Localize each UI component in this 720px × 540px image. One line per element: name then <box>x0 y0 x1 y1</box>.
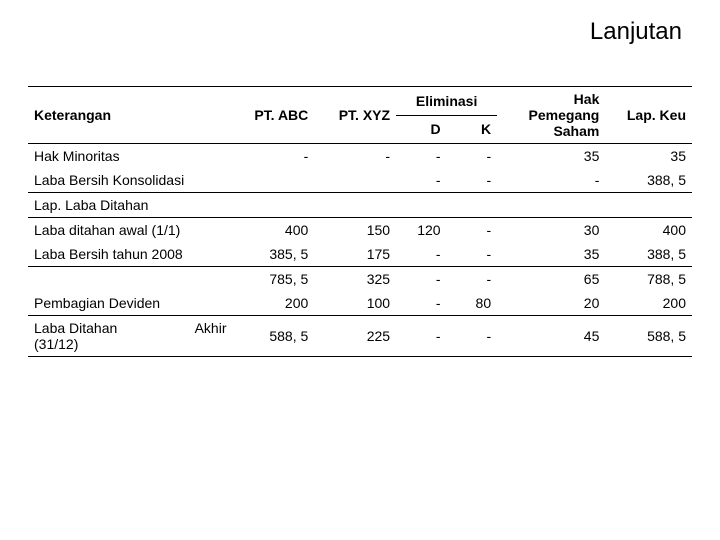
cell-abc <box>232 168 314 193</box>
header-hak-pemegang: Hak Pemegang Saham <box>497 87 605 144</box>
cell-xyz: 100 <box>314 291 396 316</box>
table-row: Laba Bersih Konsolidasi - - - 388, 5 <box>28 168 692 193</box>
cell-xyz: 150 <box>314 218 396 243</box>
cell-d <box>396 193 447 218</box>
cell-keu: 588, 5 <box>605 316 692 357</box>
cell-xyz <box>314 193 396 218</box>
header-k: K <box>447 115 498 144</box>
table-row: Laba Bersih tahun 2008 385, 5 175 - - 35… <box>28 242 692 267</box>
cell-d: - <box>396 267 447 292</box>
cell-k <box>447 193 498 218</box>
cell-k: - <box>447 218 498 243</box>
cell-ket: Laba Ditahan Akhir (31/12) <box>28 316 232 357</box>
cell-keu: 388, 5 <box>605 168 692 193</box>
table-body: Hak Minoritas - - - - 35 35 Laba Bersih … <box>28 144 692 357</box>
header-eliminasi: Eliminasi <box>396 87 497 116</box>
cell-hak: 65 <box>497 267 605 292</box>
cell-abc <box>232 193 314 218</box>
cell-xyz: - <box>314 144 396 169</box>
cell-hak: 35 <box>497 242 605 267</box>
cell-hak: 35 <box>497 144 605 169</box>
cell-hak: 20 <box>497 291 605 316</box>
header-d: D <box>396 115 447 144</box>
cell-xyz: 175 <box>314 242 396 267</box>
cell-hak: - <box>497 168 605 193</box>
table-row: Pembagian Deviden 200 100 - 80 20 200 <box>28 291 692 316</box>
cell-hak: 30 <box>497 218 605 243</box>
cell-d: 120 <box>396 218 447 243</box>
cell-ket-left: Laba Ditahan <box>34 320 117 336</box>
cell-keu: 35 <box>605 144 692 169</box>
cell-abc: 200 <box>232 291 314 316</box>
cell-k: - <box>447 144 498 169</box>
table-row: Laba ditahan awal (1/1) 400 150 120 - 30… <box>28 218 692 243</box>
cell-ket-bottom: (31/12) <box>34 336 226 352</box>
cell-xyz <box>314 168 396 193</box>
header-pt-abc: PT. ABC <box>232 87 314 144</box>
cell-ket: Hak Minoritas <box>28 144 232 169</box>
cell-keu <box>605 193 692 218</box>
cell-keu: 200 <box>605 291 692 316</box>
cell-ket <box>28 267 232 292</box>
cell-hak <box>497 193 605 218</box>
table-row: Hak Minoritas - - - - 35 35 <box>28 144 692 169</box>
cell-abc: - <box>232 144 314 169</box>
cell-k: - <box>447 316 498 357</box>
cell-abc: 588, 5 <box>232 316 314 357</box>
cell-keu: 788, 5 <box>605 267 692 292</box>
cell-xyz: 325 <box>314 267 396 292</box>
cell-ket: Laba Bersih tahun 2008 <box>28 242 232 267</box>
cell-section: Lap. Laba Ditahan <box>28 193 232 218</box>
cell-hak: 45 <box>497 316 605 357</box>
cell-xyz: 225 <box>314 316 396 357</box>
cell-abc: 785, 5 <box>232 267 314 292</box>
consolidation-table: Keterangan PT. ABC PT. XYZ Eliminasi Hak… <box>28 86 692 357</box>
cell-k: - <box>447 168 498 193</box>
table-row: 785, 5 325 - - 65 788, 5 <box>28 267 692 292</box>
table-row: Laba Ditahan Akhir (31/12) 588, 5 225 - … <box>28 316 692 357</box>
header-lap-keu: Lap. Keu <box>605 87 692 144</box>
header-keterangan: Keterangan <box>28 87 232 144</box>
cell-d: - <box>396 316 447 357</box>
cell-k: - <box>447 267 498 292</box>
header-pt-xyz: PT. XYZ <box>314 87 396 144</box>
cell-d: - <box>396 242 447 267</box>
slide-title: Lanjutan <box>28 18 692 46</box>
cell-abc: 385, 5 <box>232 242 314 267</box>
cell-d: - <box>396 144 447 169</box>
cell-abc: 400 <box>232 218 314 243</box>
table-row: Lap. Laba Ditahan <box>28 193 692 218</box>
cell-k: - <box>447 242 498 267</box>
cell-ket: Laba ditahan awal (1/1) <box>28 218 232 243</box>
cell-keu: 400 <box>605 218 692 243</box>
cell-ket-right: Akhir <box>195 320 227 336</box>
cell-keu: 388, 5 <box>605 242 692 267</box>
table-header: Keterangan PT. ABC PT. XYZ Eliminasi Hak… <box>28 87 692 144</box>
cell-ket: Pembagian Deviden <box>28 291 232 316</box>
slide: Lanjutan Keterangan PT. ABC PT. XYZ Elim… <box>0 0 720 375</box>
cell-k: 80 <box>447 291 498 316</box>
cell-d: - <box>396 291 447 316</box>
cell-d: - <box>396 168 447 193</box>
cell-ket: Laba Bersih Konsolidasi <box>28 168 232 193</box>
